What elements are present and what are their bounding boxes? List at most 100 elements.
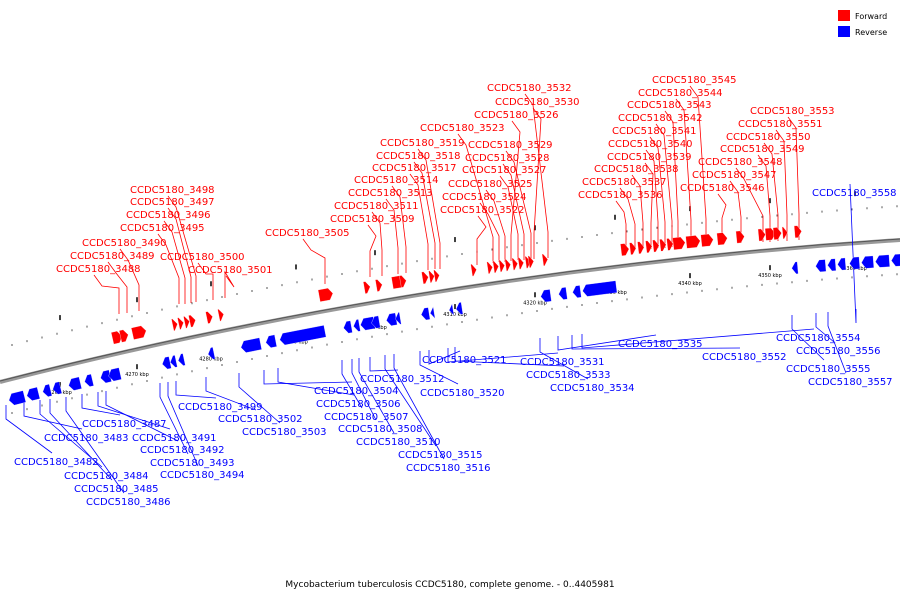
forward-gene-label[interactable]: CCDC5180_3550: [726, 132, 811, 143]
reverse-gene-label[interactable]: CCDC5180_3520: [420, 388, 505, 399]
reverse-gene-arrow[interactable]: [849, 256, 861, 270]
reverse-gene-label[interactable]: CCDC5180_3491: [132, 433, 217, 444]
forward-gene-arrow[interactable]: [428, 270, 436, 283]
forward-gene-label[interactable]: CCDC5180_3509: [330, 214, 415, 225]
forward-gene-label[interactable]: CCDC5180_3501: [188, 265, 273, 276]
reverse-gene-label[interactable]: CCDC5180_3492: [140, 445, 225, 456]
forward-gene-arrow[interactable]: [637, 241, 645, 254]
forward-gene-label[interactable]: CCDC5180_3539: [607, 152, 692, 163]
forward-gene-label[interactable]: CCDC5180_3540: [608, 139, 693, 150]
forward-gene-arrow[interactable]: [433, 269, 441, 283]
forward-gene-label[interactable]: CCDC5180_3496: [126, 210, 211, 221]
forward-gene-arrow[interactable]: [541, 253, 549, 267]
forward-gene-arrow[interactable]: [629, 242, 637, 255]
forward-gene-arrow[interactable]: [645, 240, 653, 254]
forward-gene-label[interactable]: CCDC5180_3518: [376, 151, 461, 162]
forward-gene-label[interactable]: CCDC5180_3519: [380, 138, 465, 149]
forward-gene-arrow[interactable]: [517, 257, 525, 270]
forward-gene-label[interactable]: CCDC5180_3511: [334, 201, 419, 212]
reverse-gene-arrow[interactable]: [177, 353, 186, 366]
forward-gene-arrow[interactable]: [527, 255, 535, 269]
forward-gene-label[interactable]: CCDC5180_3543: [627, 100, 712, 111]
reverse-gene-arrow[interactable]: [265, 334, 277, 349]
forward-gene-label[interactable]: CCDC5180_3526: [474, 110, 559, 121]
forward-gene-label[interactable]: CCDC5180_3544: [638, 88, 723, 99]
forward-gene-label[interactable]: CCDC5180_3514: [354, 175, 439, 186]
reverse-gene-arrow[interactable]: [83, 373, 94, 388]
forward-gene-arrow[interactable]: [188, 314, 196, 328]
reverse-gene-arrow[interactable]: [385, 312, 398, 327]
forward-gene-arrow[interactable]: [131, 325, 147, 340]
forward-gene-arrow[interactable]: [666, 238, 674, 251]
reverse-gene-label[interactable]: CCDC5180_3485: [74, 484, 159, 495]
forward-gene-arrow[interactable]: [659, 238, 667, 252]
reverse-gene-arrow[interactable]: [67, 376, 82, 391]
forward-gene-label[interactable]: CCDC5180_3523: [420, 123, 505, 134]
forward-gene-label[interactable]: CCDC5180_3546: [680, 183, 765, 194]
reverse-gene-label[interactable]: CCDC5180_3512: [360, 374, 445, 385]
forward-gene-label[interactable]: CCDC5180_3517: [372, 163, 457, 174]
reverse-gene-arrow[interactable]: [572, 285, 582, 298]
forward-gene-label[interactable]: CCDC5180_3548: [698, 157, 783, 168]
forward-gene-label[interactable]: CCDC5180_3524: [442, 192, 527, 203]
forward-gene-arrow[interactable]: [110, 330, 123, 345]
forward-gene-label[interactable]: CCDC5180_3495: [120, 223, 205, 234]
reverse-gene-label[interactable]: CCDC5180_3521: [422, 355, 507, 366]
forward-gene-arrow[interactable]: [504, 259, 512, 272]
reverse-gene-label[interactable]: CCDC5180_3483: [44, 433, 129, 444]
forward-gene-arrow[interactable]: [470, 264, 478, 277]
forward-gene-label[interactable]: CCDC5180_3513: [348, 188, 433, 199]
forward-gene-label[interactable]: CCDC5180_3488: [56, 264, 141, 275]
forward-gene-arrow[interactable]: [375, 279, 383, 292]
forward-gene-label[interactable]: CCDC5180_3551: [738, 119, 823, 130]
forward-gene-arrow[interactable]: [492, 260, 500, 274]
reverse-gene-label[interactable]: CCDC5180_3507: [324, 412, 409, 423]
reverse-gene-label[interactable]: CCDC5180_3487: [82, 419, 167, 430]
forward-gene-label[interactable]: CCDC5180_3547: [692, 170, 777, 181]
reverse-gene-arrow[interactable]: [827, 258, 837, 272]
reverse-gene-arrow[interactable]: [582, 280, 618, 297]
forward-gene-arrow[interactable]: [511, 258, 519, 271]
reverse-gene-label[interactable]: CCDC5180_3515: [398, 450, 483, 461]
forward-gene-label[interactable]: CCDC5180_3536: [578, 190, 663, 201]
reverse-gene-arrow[interactable]: [455, 302, 464, 315]
forward-gene-arrow[interactable]: [772, 227, 782, 240]
reverse-gene-label[interactable]: CCDC5180_3504: [314, 386, 399, 397]
reverse-gene-arrow[interactable]: [420, 307, 431, 321]
reverse-gene-arrow[interactable]: [352, 319, 361, 332]
forward-gene-arrow[interactable]: [735, 230, 745, 244]
forward-gene-label[interactable]: CCDC5180_3505: [265, 228, 350, 239]
forward-gene-arrow[interactable]: [793, 225, 802, 239]
forward-gene-label[interactable]: CCDC5180_3545: [652, 75, 737, 86]
reverse-gene-label[interactable]: CCDC5180_3506: [316, 399, 401, 410]
forward-gene-arrow[interactable]: [672, 236, 686, 250]
reverse-gene-label[interactable]: CCDC5180_3535: [618, 339, 703, 350]
forward-gene-arrow[interactable]: [421, 271, 429, 285]
reverse-gene-arrow[interactable]: [837, 257, 847, 271]
reverse-gene-label[interactable]: CCDC5180_3503: [242, 427, 327, 438]
forward-gene-label[interactable]: CCDC5180_3527: [462, 165, 547, 176]
forward-gene-label[interactable]: CCDC5180_3529: [468, 140, 553, 151]
forward-gene-label[interactable]: CCDC5180_3549: [720, 144, 805, 155]
reverse-gene-arrow[interactable]: [107, 367, 122, 382]
forward-gene-arrow[interactable]: [205, 311, 214, 324]
forward-gene-label[interactable]: CCDC5180_3538: [594, 164, 679, 175]
reverse-gene-label[interactable]: CCDC5180_3482: [14, 457, 99, 468]
reverse-gene-arrow[interactable]: [7, 390, 27, 407]
reverse-gene-label[interactable]: CCDC5180_3502: [218, 414, 303, 425]
reverse-gene-label[interactable]: CCDC5180_3558: [812, 188, 897, 199]
reverse-gene-arrow[interactable]: [41, 383, 53, 398]
reverse-gene-arrow[interactable]: [791, 261, 799, 275]
reverse-gene-arrow[interactable]: [240, 337, 262, 354]
forward-gene-label[interactable]: CCDC5180_3532: [487, 83, 572, 94]
forward-gene-label[interactable]: CCDC5180_3525: [448, 179, 533, 190]
reverse-gene-arrow[interactable]: [540, 289, 552, 303]
forward-gene-arrow[interactable]: [486, 261, 494, 275]
reverse-gene-label[interactable]: CCDC5180_3534: [550, 383, 635, 394]
forward-gene-label[interactable]: CCDC5180_3541: [612, 126, 697, 137]
reverse-gene-arrow[interactable]: [279, 325, 327, 346]
reverse-gene-label[interactable]: CCDC5180_3552: [702, 352, 787, 363]
reverse-gene-arrow[interactable]: [99, 369, 112, 384]
forward-gene-label[interactable]: CCDC5180_3542: [618, 113, 703, 124]
reverse-gene-arrow[interactable]: [429, 306, 436, 319]
